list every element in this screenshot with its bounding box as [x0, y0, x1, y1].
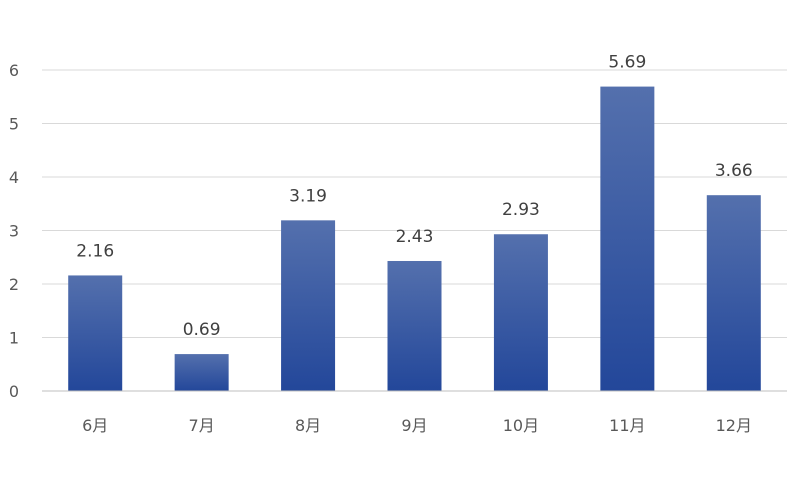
bar [174, 354, 229, 391]
y-tick-label: 6 [9, 61, 19, 80]
y-axis-ticks: 0 1 2 3 4 5 6 [9, 61, 19, 401]
x-tick-label: 12月 [716, 416, 752, 435]
data-label: 2.93 [502, 200, 540, 220]
bar [68, 275, 123, 391]
x-tick-label: 8月 [295, 416, 321, 435]
x-axis-ticks: 6月 7月 8月 9月 10月 11月 12月 [82, 416, 752, 435]
data-label: 3.19 [289, 186, 327, 206]
y-tick-label: 2 [9, 275, 19, 294]
y-tick-label: 5 [9, 115, 19, 134]
bar [387, 260, 442, 391]
data-label: 2.16 [76, 241, 114, 261]
data-label: 0.69 [183, 320, 221, 340]
y-tick-label: 3 [9, 222, 19, 241]
data-label: 3.66 [715, 161, 753, 181]
data-label: 5.69 [608, 53, 646, 73]
x-tick-label: 9月 [401, 416, 427, 435]
y-tick-label: 4 [9, 168, 19, 187]
x-tick-label: 11月 [609, 416, 645, 435]
y-tick-label: 1 [9, 329, 19, 348]
y-tick-label: 0 [9, 382, 19, 401]
gridlines [42, 69, 787, 338]
bars [68, 86, 761, 392]
bar [600, 86, 655, 392]
x-tick-label: 7月 [189, 416, 215, 435]
bar [281, 220, 336, 391]
x-tick-label: 6月 [82, 416, 108, 435]
bar [706, 195, 761, 391]
data-labels: 2.16 0.69 3.19 2.43 2.93 5.69 3.66 [76, 53, 753, 340]
data-label: 2.43 [396, 227, 434, 247]
x-tick-label: 10月 [503, 416, 539, 435]
bar [493, 234, 548, 391]
